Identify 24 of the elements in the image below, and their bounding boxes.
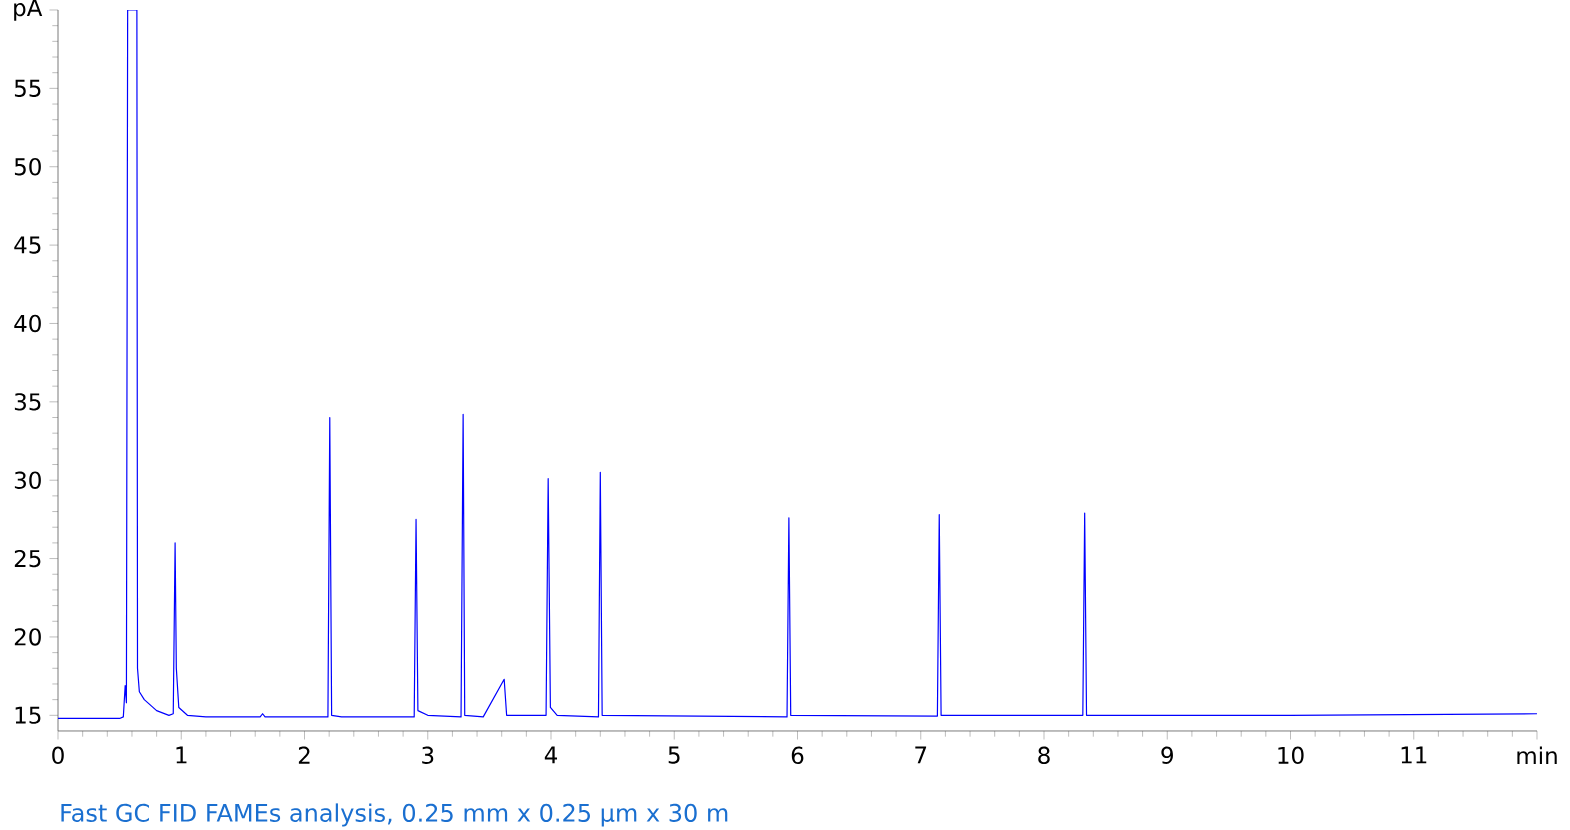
x-tick-label: min bbox=[1517, 746, 1557, 765]
x-tick-label: 9 bbox=[1161, 746, 1173, 764]
y-tick-label: 40 bbox=[14, 314, 41, 333]
x-tick-label: 7 bbox=[915, 746, 927, 764]
y-tick-label: 20 bbox=[14, 628, 41, 646]
x-tick-label: 10 bbox=[1278, 746, 1304, 764]
x-tick-label: 1 bbox=[176, 746, 187, 764]
y-tick-label: 25 bbox=[14, 549, 41, 568]
x-tick-label: 4 bbox=[544, 746, 558, 764]
y-tick-label: 35 bbox=[14, 393, 41, 411]
y-tick-label: 50 bbox=[14, 158, 41, 176]
x-tick-label: 11 bbox=[1401, 746, 1427, 764]
x-tick-label: 8 bbox=[1038, 746, 1050, 764]
x-tick-label: 2 bbox=[298, 746, 310, 764]
x-tick-label: 6 bbox=[791, 746, 804, 764]
y-tick-label: 15 bbox=[15, 706, 41, 724]
x-tick-label: 0 bbox=[52, 746, 64, 764]
y-tick-label: 30 bbox=[14, 471, 41, 489]
x-tick-label: 3 bbox=[422, 746, 434, 764]
x-tick-label: 5 bbox=[668, 746, 680, 764]
text: Fast GC FID FAMEs analysis, 0.25 mm x 0.25 µm x 30 m bbox=[61, 803, 728, 827]
y-tick-label: pA bbox=[14, 0, 43, 21]
y-tick-label: 45 bbox=[14, 236, 41, 254]
y-tick-label: 55 bbox=[14, 79, 41, 97]
